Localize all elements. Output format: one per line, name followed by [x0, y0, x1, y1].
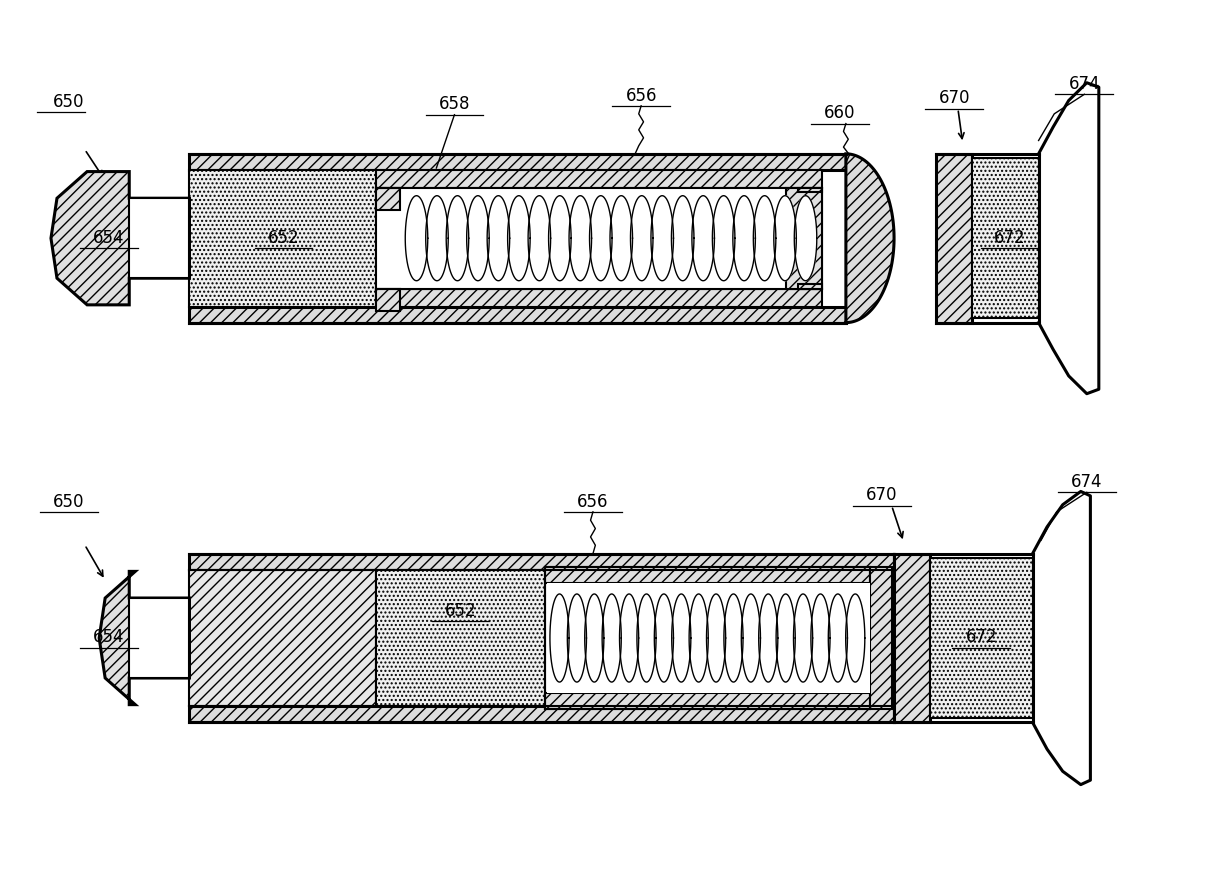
Bar [190, 170, 376, 307]
Text: 674: 674 [1071, 473, 1102, 491]
Polygon shape [620, 594, 639, 682]
Polygon shape [549, 594, 569, 682]
Bar [376, 188, 822, 289]
Polygon shape [829, 594, 847, 682]
Polygon shape [129, 598, 190, 678]
Bar [376, 289, 822, 307]
Polygon shape [488, 196, 509, 281]
Polygon shape [754, 196, 776, 281]
Polygon shape [733, 196, 755, 281]
Text: 658: 658 [439, 96, 471, 114]
Text: 656: 656 [626, 87, 657, 105]
Polygon shape [655, 594, 674, 682]
Polygon shape [426, 196, 448, 281]
Polygon shape [405, 196, 428, 281]
Polygon shape [794, 196, 817, 281]
Bar [937, 154, 973, 323]
Bar [544, 567, 870, 583]
Bar [930, 558, 1032, 718]
Polygon shape [567, 594, 587, 682]
Polygon shape [584, 594, 604, 682]
Bar [190, 706, 894, 722]
Bar [894, 553, 930, 722]
Polygon shape [636, 594, 656, 682]
Bar [544, 693, 870, 709]
Polygon shape [589, 196, 612, 281]
Polygon shape [672, 594, 691, 682]
Polygon shape [692, 196, 714, 281]
Bar [797, 284, 822, 289]
Bar [190, 553, 894, 569]
Text: 650: 650 [53, 493, 85, 510]
Bar [376, 569, 544, 706]
Polygon shape [603, 594, 621, 682]
Text: 652: 652 [444, 602, 477, 620]
Polygon shape [846, 594, 865, 682]
Polygon shape [794, 594, 813, 682]
Text: 656: 656 [577, 493, 609, 510]
Polygon shape [742, 594, 760, 682]
Polygon shape [776, 594, 795, 682]
Bar [376, 289, 401, 311]
Bar [376, 188, 401, 210]
Polygon shape [759, 594, 778, 682]
Polygon shape [610, 196, 633, 281]
Polygon shape [713, 196, 734, 281]
Text: 672: 672 [966, 628, 997, 646]
Text: 660: 660 [824, 105, 855, 122]
Polygon shape [811, 594, 830, 682]
Text: 654: 654 [93, 229, 125, 247]
Text: 670: 670 [866, 486, 898, 504]
Polygon shape [508, 196, 530, 281]
Bar [973, 158, 1038, 318]
Bar [190, 307, 846, 323]
Polygon shape [51, 172, 190, 305]
Polygon shape [630, 196, 653, 281]
Polygon shape [446, 196, 468, 281]
Polygon shape [724, 594, 743, 682]
Polygon shape [569, 196, 592, 281]
Bar [190, 154, 846, 170]
Text: 652: 652 [267, 229, 299, 247]
Polygon shape [528, 196, 551, 281]
Bar [785, 188, 822, 289]
Polygon shape [690, 594, 708, 682]
Text: 674: 674 [1068, 75, 1100, 93]
Polygon shape [774, 196, 796, 281]
Bar [376, 170, 822, 188]
Bar [547, 583, 870, 693]
Text: 650: 650 [53, 93, 85, 111]
Text: 654: 654 [93, 628, 125, 646]
Text: 672: 672 [993, 229, 1026, 247]
Polygon shape [707, 594, 726, 682]
Polygon shape [99, 571, 190, 704]
Bar [870, 567, 892, 709]
Polygon shape [548, 196, 571, 281]
Text: 670: 670 [939, 89, 970, 107]
Bar [190, 569, 376, 706]
Polygon shape [129, 198, 190, 278]
Polygon shape [467, 196, 489, 281]
Polygon shape [651, 196, 674, 281]
Polygon shape [672, 196, 695, 281]
Polygon shape [846, 154, 894, 323]
Bar [797, 188, 822, 192]
